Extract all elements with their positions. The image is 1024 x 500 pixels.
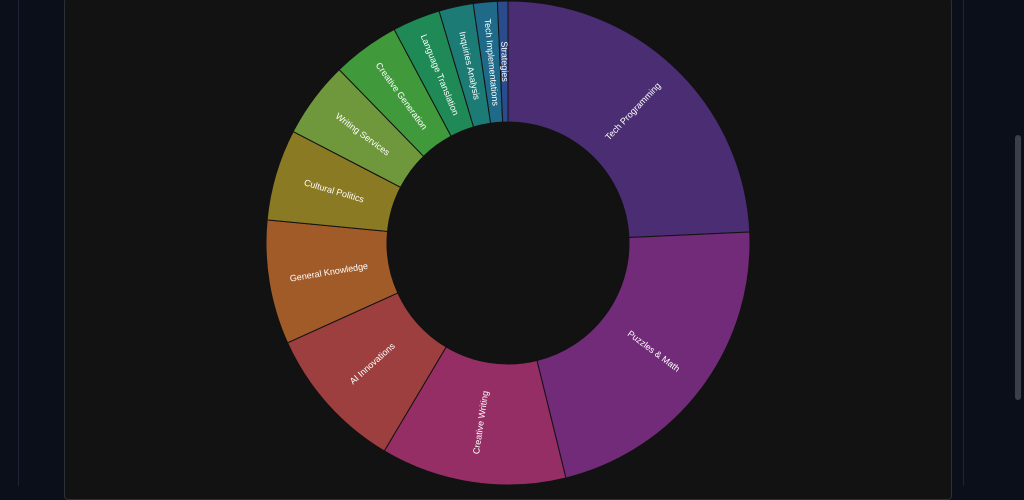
slice-strategies[interactable] (496, 0, 509, 123)
slice-label: Strategies (499, 41, 510, 82)
slice-tech-programming[interactable] (507, 0, 751, 239)
right-border-line (963, 0, 964, 486)
scrollbar-thumb[interactable] (1015, 135, 1021, 400)
slices-group (265, 0, 751, 486)
slice-puzzles-math[interactable] (536, 231, 751, 479)
left-border-line (18, 0, 19, 486)
scrollbar[interactable] (1009, 0, 1024, 486)
